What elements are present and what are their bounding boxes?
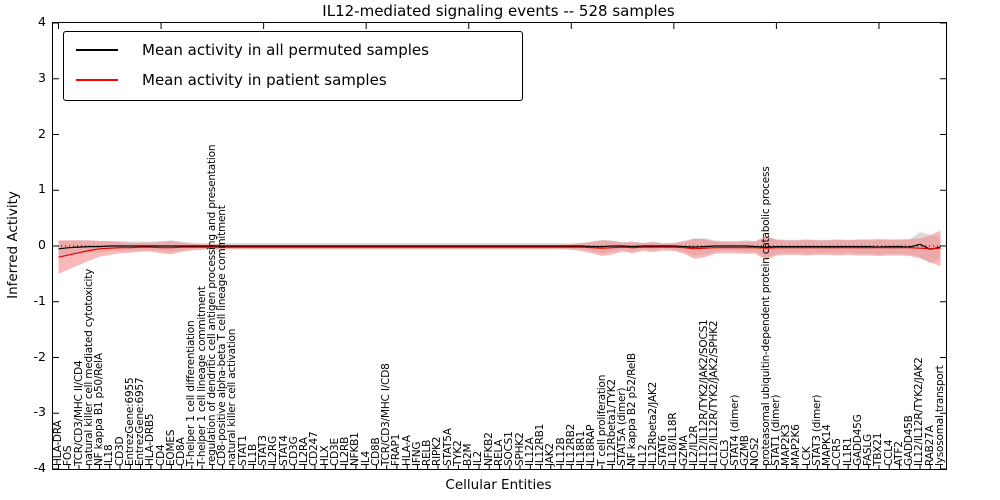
y-tick-label: 3 — [38, 69, 46, 85]
legend-label-permuted: Mean activity in all permuted samples — [142, 41, 429, 59]
x-axis-label: Cellular Entities — [445, 477, 552, 493]
permuted-line-swatch-icon — [76, 49, 118, 51]
y-tick-label: -2 — [33, 348, 46, 364]
y-tick-label: 4 — [38, 14, 46, 29]
y-tick-label: -4 — [33, 460, 46, 475]
legend-box: Mean activity in all permuted samples Me… — [63, 31, 523, 101]
y-tick-label: 1 — [38, 181, 46, 197]
chart-title: IL12-mediated signaling events -- 528 sa… — [322, 2, 675, 20]
y-tick-label: 0 — [38, 237, 46, 252]
y-tick-label: -1 — [33, 292, 46, 308]
legend-item-permuted: Mean activity in all permuted samples — [76, 41, 512, 59]
legend-item-patient: Mean activity in patient samples — [76, 71, 512, 89]
chart-canvas — [53, 23, 946, 469]
patient-line-swatch-icon — [76, 79, 118, 81]
y-tick-label: 2 — [38, 125, 46, 141]
plot-area: HLA-DRA FOS TCR/CD3/MHC II/CD4 natural kill… — [52, 22, 947, 470]
legend-label-patient: Mean activity in patient samples — [142, 71, 387, 89]
y-tick-label: -3 — [33, 404, 46, 420]
x-tick-label: lysosomal transport — [934, 365, 946, 466]
